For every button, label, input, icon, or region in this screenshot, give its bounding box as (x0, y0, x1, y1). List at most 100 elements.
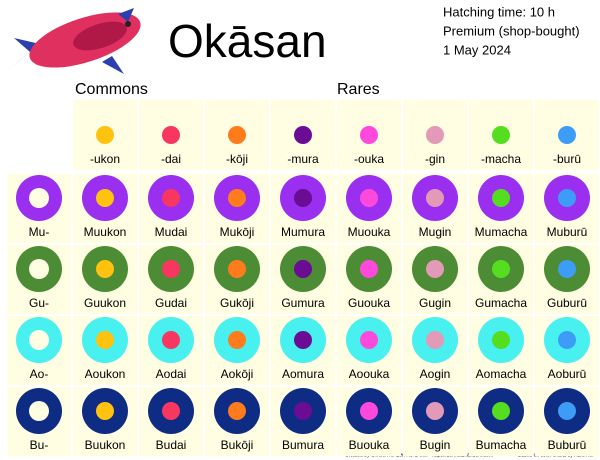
inner-dot (294, 331, 312, 349)
name-label: Aoburū (548, 367, 587, 381)
suffix-label: -burū (553, 152, 581, 166)
name-label: Aomacha (476, 367, 527, 381)
inner-dot (360, 402, 378, 420)
info-line: 1 May 2024 (443, 42, 511, 57)
name-label: Gugin (419, 296, 451, 310)
color-dot (96, 126, 114, 144)
color-dot (228, 126, 246, 144)
name-label: Bukōji (221, 438, 254, 452)
inner-dot (162, 189, 180, 207)
inner-dot (558, 189, 576, 207)
prefix-label: Gu- (29, 296, 49, 310)
name-label: Bumura (282, 438, 324, 452)
inner-dot (228, 189, 246, 207)
inner-dot (162, 260, 180, 278)
name-label: Mudai (155, 225, 188, 239)
name-label: Mumura (281, 225, 325, 239)
prefix-label: Bu- (30, 438, 49, 452)
group-label: Rares (337, 81, 380, 98)
name-label: Aogin (420, 367, 451, 381)
color-dot (360, 126, 378, 144)
inner-dot (360, 260, 378, 278)
koi-fin (118, 8, 134, 22)
name-label: Mumacha (475, 225, 528, 239)
suffix-label: -dai (161, 152, 181, 166)
inner-dot (294, 189, 312, 207)
name-label: Aoukon (85, 367, 126, 381)
inner-dot (558, 260, 576, 278)
prefix-label: Ao- (30, 367, 49, 381)
koi-pattern (73, 21, 127, 51)
inner-dot (492, 331, 510, 349)
name-label: Guouka (348, 296, 390, 310)
color-dot (162, 126, 180, 144)
inner-dot (228, 331, 246, 349)
inner-dot (162, 402, 180, 420)
inner-dot (294, 402, 312, 420)
group-label: Commons (75, 81, 148, 98)
name-label: Guukon (84, 296, 126, 310)
inner-dot (228, 402, 246, 420)
name-label: Gudai (155, 296, 187, 310)
name-label: Muukon (84, 225, 127, 239)
name-label: Aodai (156, 367, 187, 381)
inner-dot (558, 402, 576, 420)
inner-dot (29, 401, 49, 421)
name-label: Gumura (281, 296, 325, 310)
inner-dot (492, 189, 510, 207)
name-label: Gukōji (220, 296, 254, 310)
inner-dot (426, 402, 444, 420)
inner-dot (360, 331, 378, 349)
prefix-label: Mu- (29, 225, 50, 239)
color-dot (558, 126, 576, 144)
name-label: Budai (156, 438, 187, 452)
suffix-label: -mura (287, 152, 319, 166)
inner-dot (29, 330, 49, 350)
koi-eye (125, 21, 131, 27)
inner-dot (294, 260, 312, 278)
koi-illustration (8, 8, 141, 74)
name-label: Aomura (282, 367, 324, 381)
inner-dot (162, 331, 180, 349)
inner-dot (426, 260, 444, 278)
name-label: Buburū (548, 438, 587, 452)
name-label: Muouka (348, 225, 391, 239)
suffix-label: -ukon (90, 152, 120, 166)
color-dot (492, 126, 510, 144)
inner-dot (29, 188, 49, 208)
info-line: Hatching time: 10 h (443, 4, 555, 19)
color-dot (294, 126, 312, 144)
inner-dot (360, 189, 378, 207)
title: Okāsan (168, 15, 327, 67)
inner-dot (29, 259, 49, 279)
koi-tail (8, 38, 40, 70)
suffix-label: -gin (425, 152, 445, 166)
inner-dot (492, 402, 510, 420)
inner-dot (96, 331, 114, 349)
inner-dot (96, 189, 114, 207)
name-label: Muburū (547, 225, 588, 239)
inner-dot (426, 189, 444, 207)
name-label: Buukon (85, 438, 126, 452)
name-label: Aokōji (221, 367, 254, 381)
inner-dot (228, 260, 246, 278)
suffix-label: -macha (481, 152, 521, 166)
suffix-label: -kōji (226, 152, 248, 166)
inner-dot (426, 331, 444, 349)
name-label: Mugin (419, 225, 452, 239)
info-line: Premium (shop-bought) (443, 23, 580, 38)
inner-dot (492, 260, 510, 278)
suffix-label: -ouka (354, 152, 384, 166)
name-label: Bugin (420, 438, 451, 452)
name-label: Guburū (547, 296, 587, 310)
inner-dot (96, 402, 114, 420)
color-dot (426, 126, 444, 144)
name-label: Buouka (349, 438, 390, 452)
name-label: Aoouka (349, 367, 390, 381)
koi-fin (102, 56, 124, 74)
name-label: Bumacha (476, 438, 527, 452)
inner-dot (558, 331, 576, 349)
name-label: Gumacha (475, 296, 527, 310)
name-label: Mukōji (220, 225, 255, 239)
